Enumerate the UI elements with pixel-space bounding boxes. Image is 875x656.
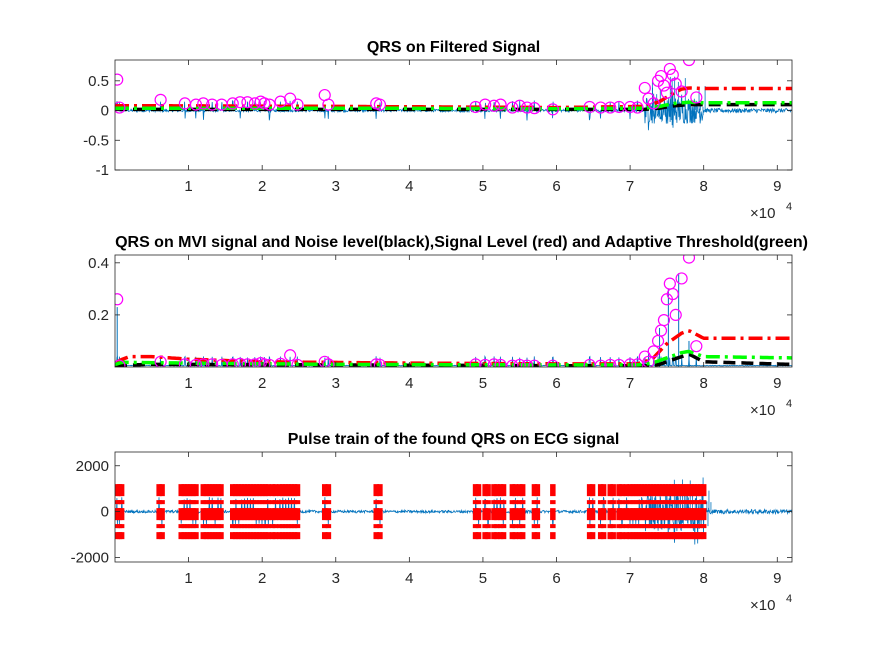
x-tick-label: 1	[184, 178, 192, 195]
x-tick-label: 4	[405, 375, 413, 392]
x-tick-label: 7	[626, 178, 634, 195]
x-exponent-power: 4	[786, 201, 792, 213]
x-tick-label: 9	[773, 375, 781, 392]
y-tick-label: -0.5	[83, 132, 109, 149]
x-tick-label: 6	[552, 178, 560, 195]
x-tick-label: 9	[773, 570, 781, 587]
x-tick-label: 8	[700, 178, 708, 195]
y-tick-label: -1	[96, 162, 109, 179]
y-tick-label: 0.4	[88, 255, 109, 272]
y-tick-label: 0.2	[88, 307, 109, 324]
subplot-title: QRS on MVI signal and Noise level(black)…	[115, 234, 808, 251]
y-tick-label: 2000	[76, 458, 109, 475]
x-tick-label: 2	[258, 570, 266, 587]
x-exponent-label: ×10	[750, 205, 775, 222]
x-tick-label: 5	[479, 375, 487, 392]
x-exponent-power: 4	[786, 593, 792, 605]
y-tick-label: 0.5	[88, 73, 109, 90]
y-tick-label: 0	[101, 103, 109, 120]
x-tick-label: 6	[552, 375, 560, 392]
x-tick-label: 4	[405, 570, 413, 587]
subplot-title: Pulse train of the found QRS on ECG sign…	[288, 431, 620, 448]
x-tick-label: 3	[332, 570, 340, 587]
x-tick-label: 7	[626, 570, 634, 587]
x-tick-label: 6	[552, 570, 560, 587]
x-tick-label: 2	[258, 178, 266, 195]
y-tick-label: -2000	[71, 549, 109, 566]
x-tick-label: 1	[184, 570, 192, 587]
x-tick-label: 1	[184, 375, 192, 392]
x-tick-label: 2	[258, 375, 266, 392]
x-tick-label: 5	[479, 570, 487, 587]
x-exponent-power: 4	[786, 398, 792, 410]
x-tick-label: 8	[700, 570, 708, 587]
subplot-title: QRS on Filtered Signal	[367, 39, 540, 56]
x-tick-label: 5	[479, 178, 487, 195]
x-exponent-label: ×10	[750, 402, 775, 419]
x-tick-label: 4	[405, 178, 413, 195]
x-exponent-label: ×10	[750, 597, 775, 614]
x-tick-label: 3	[332, 178, 340, 195]
x-tick-label: 8	[700, 375, 708, 392]
x-tick-label: 9	[773, 178, 781, 195]
y-tick-label: 0	[101, 504, 109, 521]
x-tick-label: 3	[332, 375, 340, 392]
x-tick-label: 7	[626, 375, 634, 392]
